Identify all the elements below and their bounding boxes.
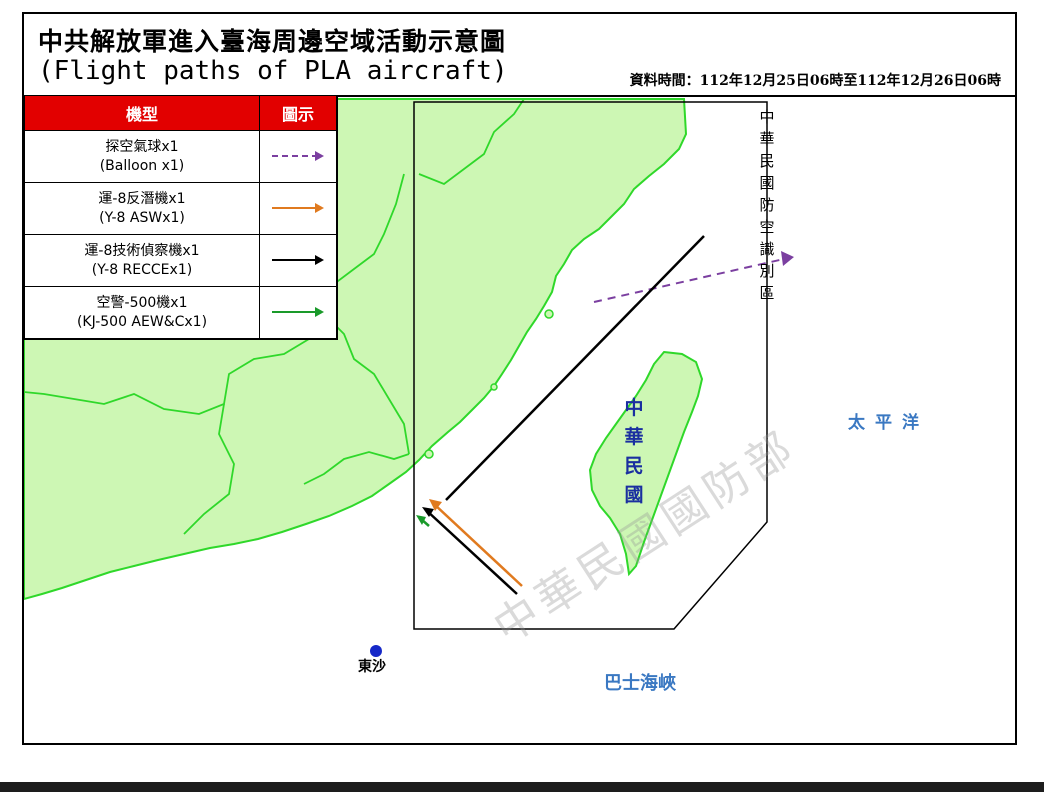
data-time-range: 資料時間：112年12月25日06時至112年12月26日06時 bbox=[629, 73, 1001, 89]
dongsha-marker bbox=[370, 645, 382, 657]
pacific-ocean-label: 太平洋 bbox=[848, 413, 929, 433]
adiz-boundary bbox=[413, 101, 768, 630]
legend-label-en: (KJ-500 AEW&Cx1) bbox=[76, 313, 208, 330]
island-small bbox=[424, 449, 434, 459]
dashed-arrow-icon bbox=[272, 151, 324, 161]
orange-arrow-icon bbox=[272, 203, 324, 213]
roc-label: 中華民國 bbox=[624, 397, 644, 506]
legend-label-zh: 空警-500機x1 bbox=[96, 294, 188, 311]
screen-bottom-bar bbox=[0, 782, 1044, 792]
province-border-3 bbox=[323, 313, 410, 455]
y8-asw-track bbox=[433, 503, 523, 587]
legend-table: 機型 圖示 探空氣球x1 (Balloon x1) 運-8反潛機x1 (Y-8 … bbox=[24, 95, 338, 340]
legend-label-zh: 運-8技術偵察機x1 bbox=[84, 242, 200, 259]
legend-label: 探空氣球x1 (Balloon x1) bbox=[24, 130, 260, 183]
legend-label-en: (Y-8 ASWx1) bbox=[99, 209, 185, 226]
page-subtitle: (Flight paths of PLA aircraft) bbox=[38, 56, 508, 86]
dongsha-label: 東沙 bbox=[358, 659, 386, 675]
adiz-label: 中華民國防空識別區 bbox=[759, 108, 775, 302]
y8-recce-track-south bbox=[425, 509, 518, 595]
province-border-4 bbox=[303, 451, 410, 485]
y8-recce-track-north bbox=[445, 235, 705, 501]
legend-header-type: 機型 bbox=[24, 95, 260, 131]
black-arrow-icon bbox=[272, 255, 324, 265]
legend-row-y8-recce: 運-8技術偵察機x1 (Y-8 RECCEx1) bbox=[24, 234, 338, 287]
legend-row-y8-asw: 運-8反潛機x1 (Y-8 ASWx1) bbox=[24, 182, 338, 235]
province-border-1 bbox=[418, 98, 525, 186]
legend-label-zh: 探空氣球x1 bbox=[105, 138, 179, 155]
legend-label-zh: 運-8反潛機x1 bbox=[98, 190, 186, 207]
legend-swatch bbox=[259, 130, 338, 183]
province-border-2 bbox=[24, 173, 405, 415]
island-small bbox=[490, 383, 498, 391]
legend-label: 運-8技術偵察機x1 (Y-8 RECCEx1) bbox=[24, 234, 260, 287]
legend-swatch bbox=[259, 234, 338, 287]
balloon-arrowhead bbox=[781, 251, 794, 266]
legend-header-row: 機型 圖示 bbox=[24, 95, 338, 131]
green-arrow-icon bbox=[272, 307, 324, 317]
island-small bbox=[544, 309, 554, 319]
map-frame: 中共解放軍進入臺海周邊空域活動示意圖 (Flight paths of PLA … bbox=[22, 12, 1017, 745]
y8-recce-arrowhead bbox=[422, 507, 434, 517]
y8-asw-arrowhead bbox=[429, 499, 442, 511]
legend-label: 運-8反潛機x1 (Y-8 ASWx1) bbox=[24, 182, 260, 235]
legend-header-icon: 圖示 bbox=[259, 95, 338, 131]
legend-label-en: (Y-8 RECCEx1) bbox=[91, 261, 193, 278]
balloon-path bbox=[593, 258, 785, 303]
legend-label-en: (Balloon x1) bbox=[99, 157, 185, 174]
legend-swatch bbox=[259, 286, 338, 340]
taiwan-island bbox=[588, 350, 704, 577]
page-title: 中共解放軍進入臺海周邊空域活動示意圖 bbox=[38, 27, 507, 56]
province-border-5 bbox=[183, 403, 235, 535]
legend-swatch bbox=[259, 182, 338, 235]
legend-row-kj500: 空警-500機x1 (KJ-500 AEW&Cx1) bbox=[24, 286, 338, 340]
bashi-channel-label: 巴士海峽 bbox=[604, 673, 676, 694]
legend-row-balloon: 探空氣球x1 (Balloon x1) bbox=[24, 130, 338, 183]
title-divider bbox=[24, 95, 1015, 97]
kj500-arrowhead bbox=[416, 515, 426, 525]
legend-label: 空警-500機x1 (KJ-500 AEW&Cx1) bbox=[24, 286, 260, 340]
